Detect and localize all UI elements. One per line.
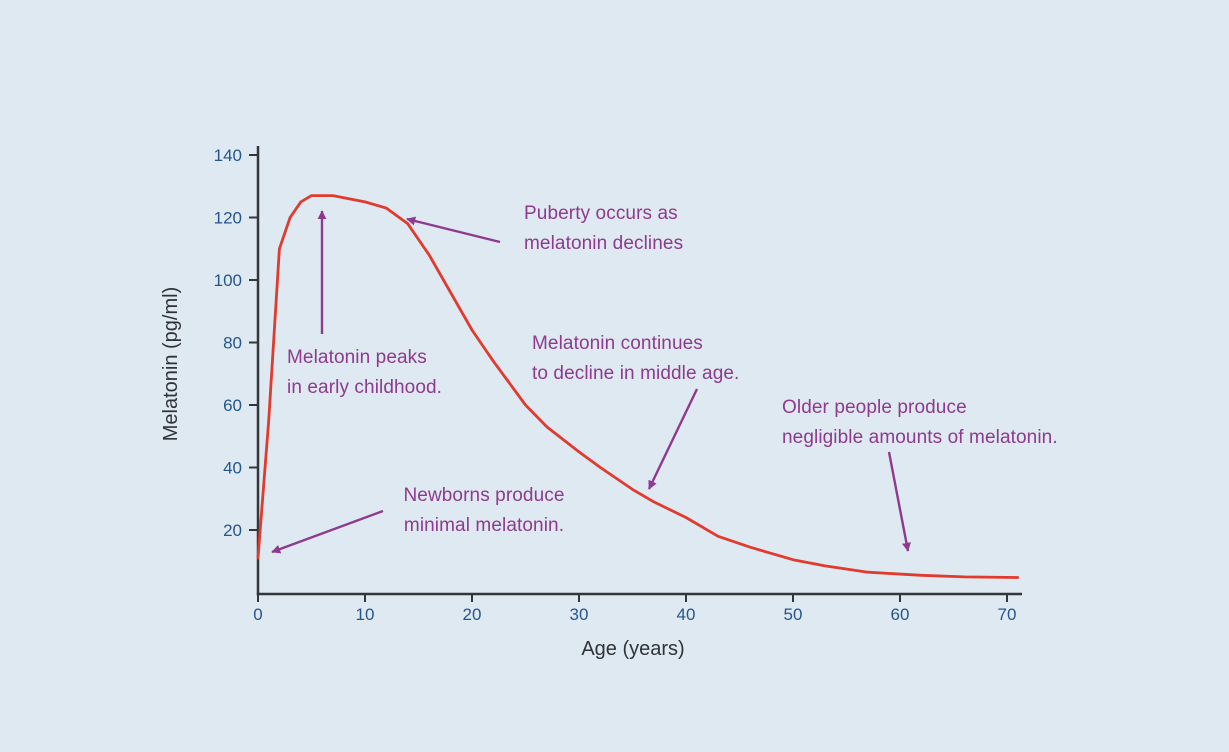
annotation-arrow-middle-age (647, 388, 699, 490)
melatonin-curve (256, 194, 1020, 579)
y-axis-label: Melatonin (pg/ml) (160, 287, 182, 442)
x-tick-label: 40 (677, 605, 696, 624)
y-tick-label: 100 (214, 271, 242, 290)
annotation-newborns: Newborns produce minimal melatonin. (403, 485, 565, 536)
x-tick-label: 50 (784, 605, 803, 624)
axes (256, 146, 1022, 596)
x-tick-label: 20 (463, 605, 482, 624)
annotation-peak: Melatonin peaks in early childhood. (287, 347, 443, 398)
annotation-arrow-older (887, 451, 911, 552)
y-tick-label: 60 (223, 396, 242, 415)
tick-labels: 0 10 20 30 40 50 60 70 20 40 60 80 100 120 140 (214, 146, 1017, 624)
y-tick-label: 20 (223, 521, 242, 540)
annotation-arrows (271, 210, 911, 554)
y-tick-label: 80 (223, 334, 242, 353)
x-tick-label: 30 (570, 605, 589, 624)
annotation-middle-age: Melatonin continues to decline in middle … (532, 333, 740, 384)
x-tick-label: 0 (253, 605, 262, 624)
x-tick-label: 10 (356, 605, 375, 624)
annotation-older: Older people produce negligible amounts o… (782, 397, 1058, 448)
melatonin-curve-group (256, 194, 1020, 579)
x-axis-label: Age (years) (581, 638, 684, 660)
annotation-puberty: Puberty occurs as melatonin declines (524, 203, 684, 254)
tick-marks (249, 154, 1008, 602)
annotation-arrow-puberty (406, 216, 501, 244)
y-tick-label: 40 (223, 459, 242, 478)
x-tick-label: 70 (998, 605, 1017, 624)
y-tick-label: 140 (214, 146, 242, 165)
x-tick-label: 60 (891, 605, 910, 624)
y-tick-label: 120 (214, 209, 242, 228)
annotation-arrow-newborns (271, 509, 384, 554)
